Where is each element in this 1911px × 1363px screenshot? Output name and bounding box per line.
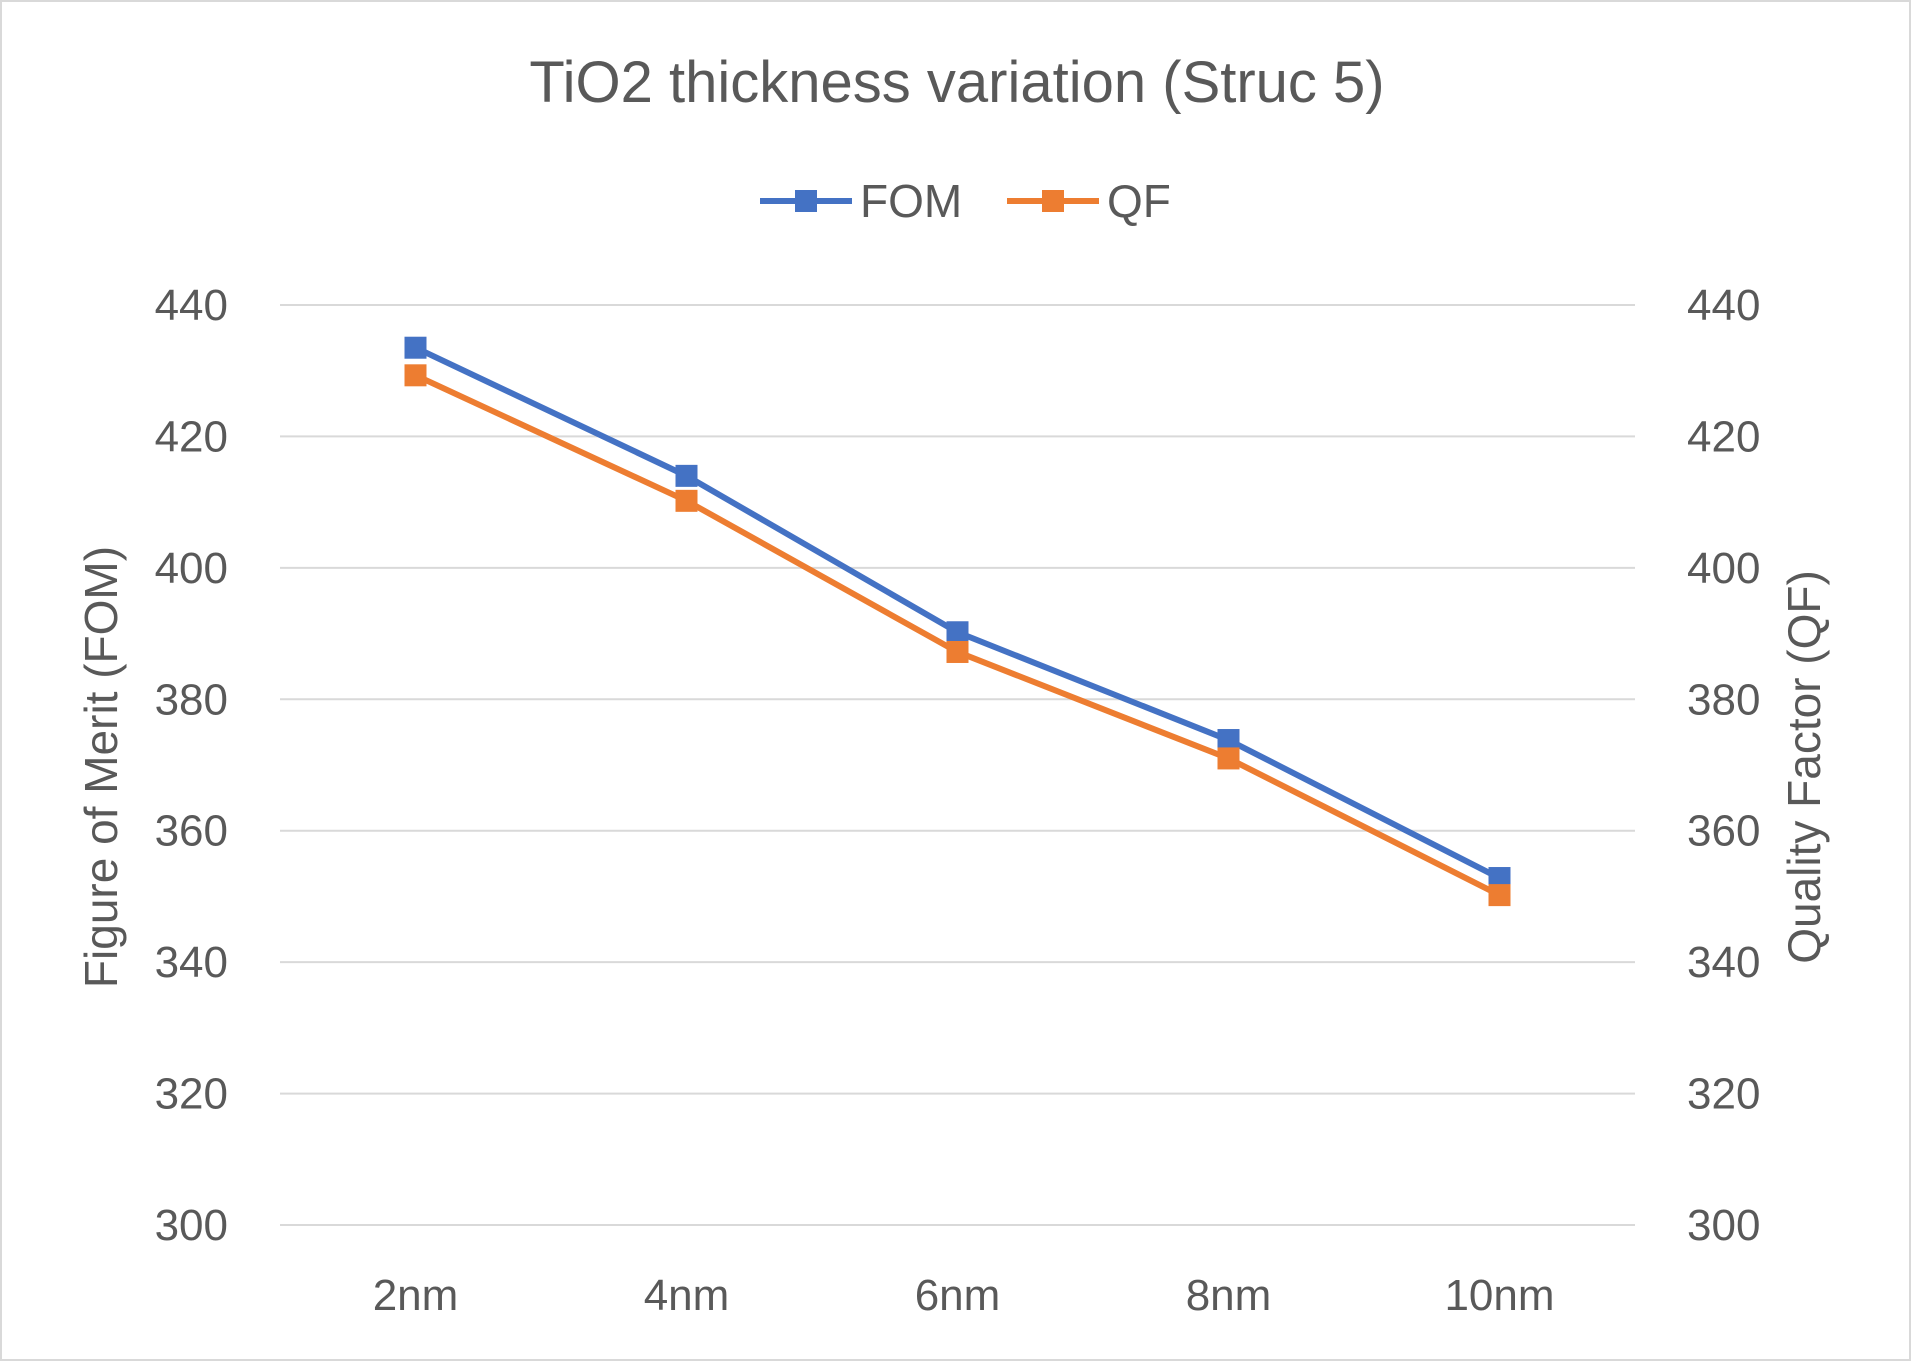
legend-marker-fom xyxy=(795,190,817,212)
point-fom-8nm xyxy=(1217,729,1240,752)
y-tick-right-440: 440 xyxy=(1687,281,1760,330)
y-tick-left-340: 340 xyxy=(155,938,228,987)
gridlines xyxy=(280,304,1635,1226)
y-tick-right-420: 420 xyxy=(1687,412,1760,461)
x-axis-ticks: 2nm 4nm 6nm 8nm 10nm xyxy=(373,1271,1555,1320)
chart-title: TiO2 thickness variation (Struc 5) xyxy=(529,50,1384,115)
y-tick-left-440: 440 xyxy=(155,281,228,330)
y-tick-left-420: 420 xyxy=(155,412,228,461)
y-axis-left-ticks: 300 320 340 360 380 400 420 440 xyxy=(155,281,228,1250)
point-qf-4nm xyxy=(675,489,698,512)
y-tick-right-300: 300 xyxy=(1687,1201,1760,1250)
point-fom-4nm xyxy=(675,464,698,487)
y-tick-right-320: 320 xyxy=(1687,1070,1760,1119)
y-axis-right-title: Quality Factor (QF) xyxy=(1778,570,1830,964)
legend-marker-qf xyxy=(1042,190,1064,212)
x-tick-10nm: 10nm xyxy=(1444,1271,1554,1320)
y-tick-right-400: 400 xyxy=(1687,544,1760,593)
legend: FOM QF xyxy=(760,175,1171,227)
legend-label-qf: QF xyxy=(1107,175,1171,227)
y-tick-right-360: 360 xyxy=(1687,807,1760,856)
y-tick-left-360: 360 xyxy=(155,807,228,856)
y-tick-left-380: 380 xyxy=(155,675,228,724)
y-axis-left-title: Figure of Merit (FOM) xyxy=(75,546,127,988)
point-fom-6nm xyxy=(946,621,969,644)
y-tick-right-340: 340 xyxy=(1687,938,1760,987)
series-layer xyxy=(404,336,1511,907)
point-qf-10nm xyxy=(1488,884,1511,907)
point-qf-8nm xyxy=(1217,747,1240,770)
x-tick-2nm: 2nm xyxy=(373,1271,459,1320)
series-line-fom xyxy=(414,345,1501,881)
y-axis-right-ticks: 300 320 340 360 380 400 420 440 xyxy=(1687,281,1760,1250)
point-qf-6nm xyxy=(946,640,969,663)
x-tick-6nm: 6nm xyxy=(915,1271,1001,1320)
y-tick-right-380: 380 xyxy=(1687,675,1760,724)
y-tick-left-320: 320 xyxy=(155,1070,228,1119)
legend-label-fom: FOM xyxy=(860,175,962,227)
point-qf-2nm xyxy=(404,364,427,387)
y-tick-left-300: 300 xyxy=(155,1201,228,1250)
point-fom-2nm xyxy=(404,336,427,359)
x-tick-4nm: 4nm xyxy=(644,1271,730,1320)
point-fom-10nm xyxy=(1488,867,1511,890)
x-tick-8nm: 8nm xyxy=(1186,1271,1272,1320)
y-tick-left-400: 400 xyxy=(155,544,228,593)
